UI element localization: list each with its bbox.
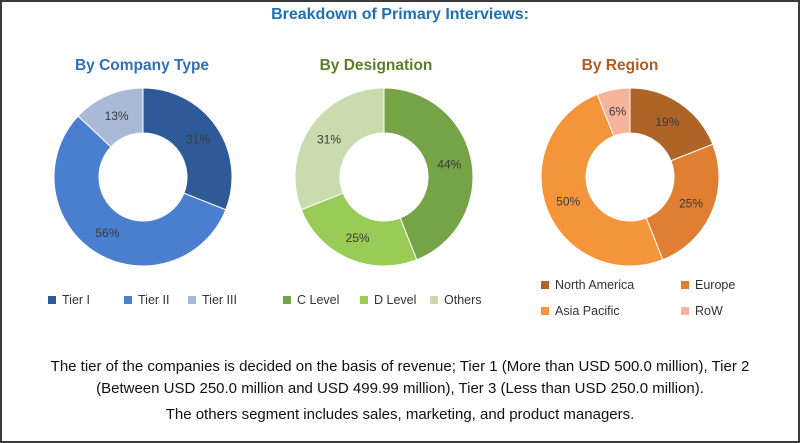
legend-label: Tier III (202, 293, 237, 307)
slice-europe (645, 143, 720, 261)
data-label-tier-i: 31% (186, 133, 210, 147)
legend-item-row: RoW (681, 304, 723, 318)
chart-title-designation: By Designation (319, 57, 433, 74)
legend-label: Others (444, 293, 482, 307)
chart-title-region: By Region (581, 57, 659, 74)
data-label-row: 6% (609, 105, 627, 119)
legend-label: C Level (297, 293, 340, 307)
data-label-asia-pacific: 50% (556, 194, 580, 208)
legend-swatch (283, 296, 291, 304)
legend-item-c-level: C Level (283, 293, 339, 307)
slice-tier-iii (77, 87, 144, 148)
slice-d-level (300, 192, 418, 267)
data-label-north-america: 19% (655, 115, 679, 129)
footnote: The tier of the companies is decided on … (10, 356, 790, 426)
legend-item-d-level: D Level (360, 293, 416, 307)
footnote-line-2: (Between USD 250.0 million and USD 499.9… (96, 380, 704, 397)
legend-swatch (188, 296, 196, 304)
page-title: Breakdown of Primary Interviews: (271, 6, 529, 23)
legend-swatch (430, 296, 438, 304)
legend-item-others: Others (430, 293, 482, 307)
slice-c-level (383, 87, 474, 261)
legend-swatch (48, 296, 56, 304)
footnote-line-1: The tier of the companies is decided on … (50, 358, 750, 375)
legend-swatch (124, 296, 132, 304)
slice-tier-i (142, 87, 233, 211)
legend-label: Tier I (62, 293, 91, 307)
legend-item-north-america: North America (541, 278, 634, 292)
legend-label: Europe (695, 278, 736, 292)
legend-label: Asia Pacific (555, 304, 620, 318)
legend-region: North America Europe Asia Pacific RoW (541, 278, 761, 324)
legend-swatch (681, 281, 689, 289)
chart-title-company-type: By Company Type (74, 57, 210, 74)
data-label-tier-iii: 13% (105, 109, 129, 123)
data-label-tier-ii: 56% (95, 226, 119, 240)
legend-label: North America (555, 278, 635, 292)
slice-others (294, 87, 385, 211)
legend-swatch (541, 281, 549, 289)
data-label-europe: 25% (679, 196, 703, 210)
legend-label: Tier II (138, 293, 170, 307)
legend-swatch (681, 307, 689, 315)
legend-swatch (360, 296, 368, 304)
legend-item-tier-iii: Tier III (188, 293, 237, 307)
data-label-others: 31% (317, 133, 341, 147)
legend-item-europe: Europe (681, 278, 735, 292)
legend-item-tier-i: Tier I (48, 293, 90, 307)
slice-row (596, 87, 631, 137)
legend-label: RoW (695, 304, 723, 318)
legend-label: D Level (374, 293, 417, 307)
data-label-d-level: 25% (346, 231, 370, 245)
slice-asia-pacific (540, 93, 664, 267)
legend-item-tier-ii: Tier II (124, 293, 169, 307)
legend-company-type: Tier I Tier II Tier III (48, 293, 268, 313)
legend-swatch (541, 307, 549, 315)
legend-item-asia-pacific: Asia Pacific (541, 304, 620, 318)
legend-designation: C Level D Level Others (283, 293, 503, 313)
data-label-c-level: 44% (437, 158, 461, 172)
footnote-line-3: The others segment includes sales, marke… (165, 406, 635, 423)
slice-tier-ii (53, 115, 227, 267)
